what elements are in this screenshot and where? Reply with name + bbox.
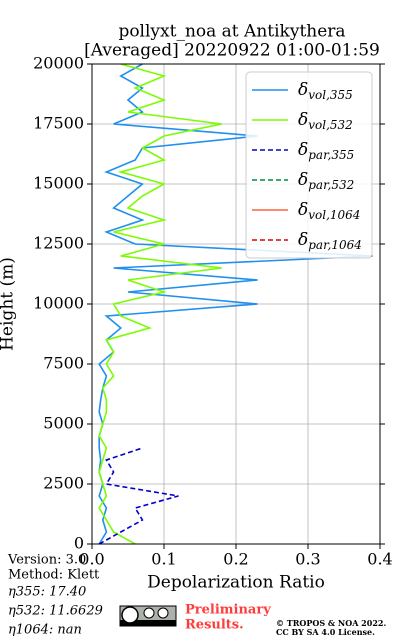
y-tick-label: 20000 <box>33 54 84 73</box>
legend-label: δvol,1064 <box>298 200 360 222</box>
legend-box <box>245 71 373 259</box>
legend-label: δpar,355 <box>298 140 354 162</box>
legend-label: δpar,1064 <box>298 230 362 252</box>
y-tick-label: 5000 <box>43 414 84 433</box>
y-tick-label: 2500 <box>43 474 84 493</box>
copyright: © TROPOS & NOA 2022. <box>276 618 386 628</box>
plot-frame <box>91 63 381 545</box>
chart-title: pollyxt_noa at Antikythera <box>118 22 345 42</box>
results: Results. <box>185 618 244 633</box>
x-tick-label: 0.1 <box>151 550 176 569</box>
eta355: η355: 17.40 <box>8 585 86 600</box>
legend-label: δvol,355 <box>298 80 353 102</box>
y-axis-label: Height (m) <box>0 257 18 351</box>
license: CC BY SA 4.0 License. <box>276 627 375 637</box>
eta532: η532: 11.6629 <box>8 604 103 619</box>
preliminary: Preliminary <box>185 603 271 618</box>
x-axis-label: Depolarization Ratio <box>147 573 325 593</box>
legend: δvol,355 δvol,532 δpar,355 δpar,532 δvol,106… <box>245 71 373 259</box>
x-tick-label: 0.2 <box>223 550 248 569</box>
chart-subtitle: [Averaged] 20220922 01:00-01:59 <box>84 41 380 61</box>
y-tick-label: 17500 <box>33 114 84 133</box>
eta1064: η1064: nan <box>8 623 82 638</box>
series-line <box>98 447 179 545</box>
y-tick-label: 10000 <box>33 294 84 313</box>
x-tick-label: 0.4 <box>367 550 392 569</box>
x-tick-label: 0.0 <box>79 550 104 569</box>
series-line <box>98 63 373 545</box>
method: Method: Klett <box>8 568 100 583</box>
version: Version: 3.0 <box>7 553 86 568</box>
y-tick-label: 0 <box>74 534 84 553</box>
legend-label: δvol,532 <box>298 110 353 132</box>
legend-label: δpar,532 <box>298 170 354 192</box>
y-tick-label: 15000 <box>33 174 84 193</box>
x-tick-label: 0.3 <box>295 550 320 569</box>
series-line <box>98 63 222 545</box>
y-tick-label: 12500 <box>33 234 84 253</box>
cc-logo <box>119 605 177 627</box>
y-tick-label: 7500 <box>43 354 84 373</box>
